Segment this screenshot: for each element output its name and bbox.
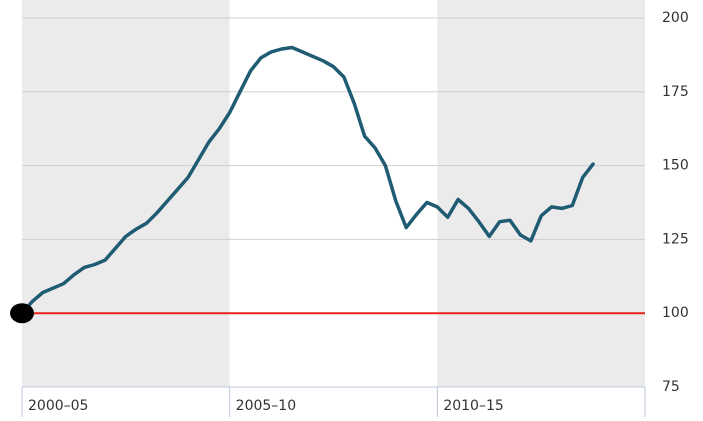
x-tick-label: 2000–05	[28, 398, 88, 414]
period-band	[437, 0, 645, 387]
y-tick-label: 75	[662, 379, 680, 395]
period-band	[22, 0, 230, 387]
y-tick-label: 125	[662, 231, 689, 247]
start-marker	[10, 303, 34, 324]
data-line	[20, 45, 595, 315]
x-tick-label: 2010–15	[443, 398, 503, 414]
y-tick-label: 200	[662, 10, 689, 26]
period-band	[229, 0, 438, 387]
y-tick-label: 175	[662, 84, 689, 100]
y-tick-label: 150	[662, 158, 689, 174]
x-tick-label: 2005–10	[236, 398, 296, 414]
y-tick-label: 100	[662, 305, 689, 321]
